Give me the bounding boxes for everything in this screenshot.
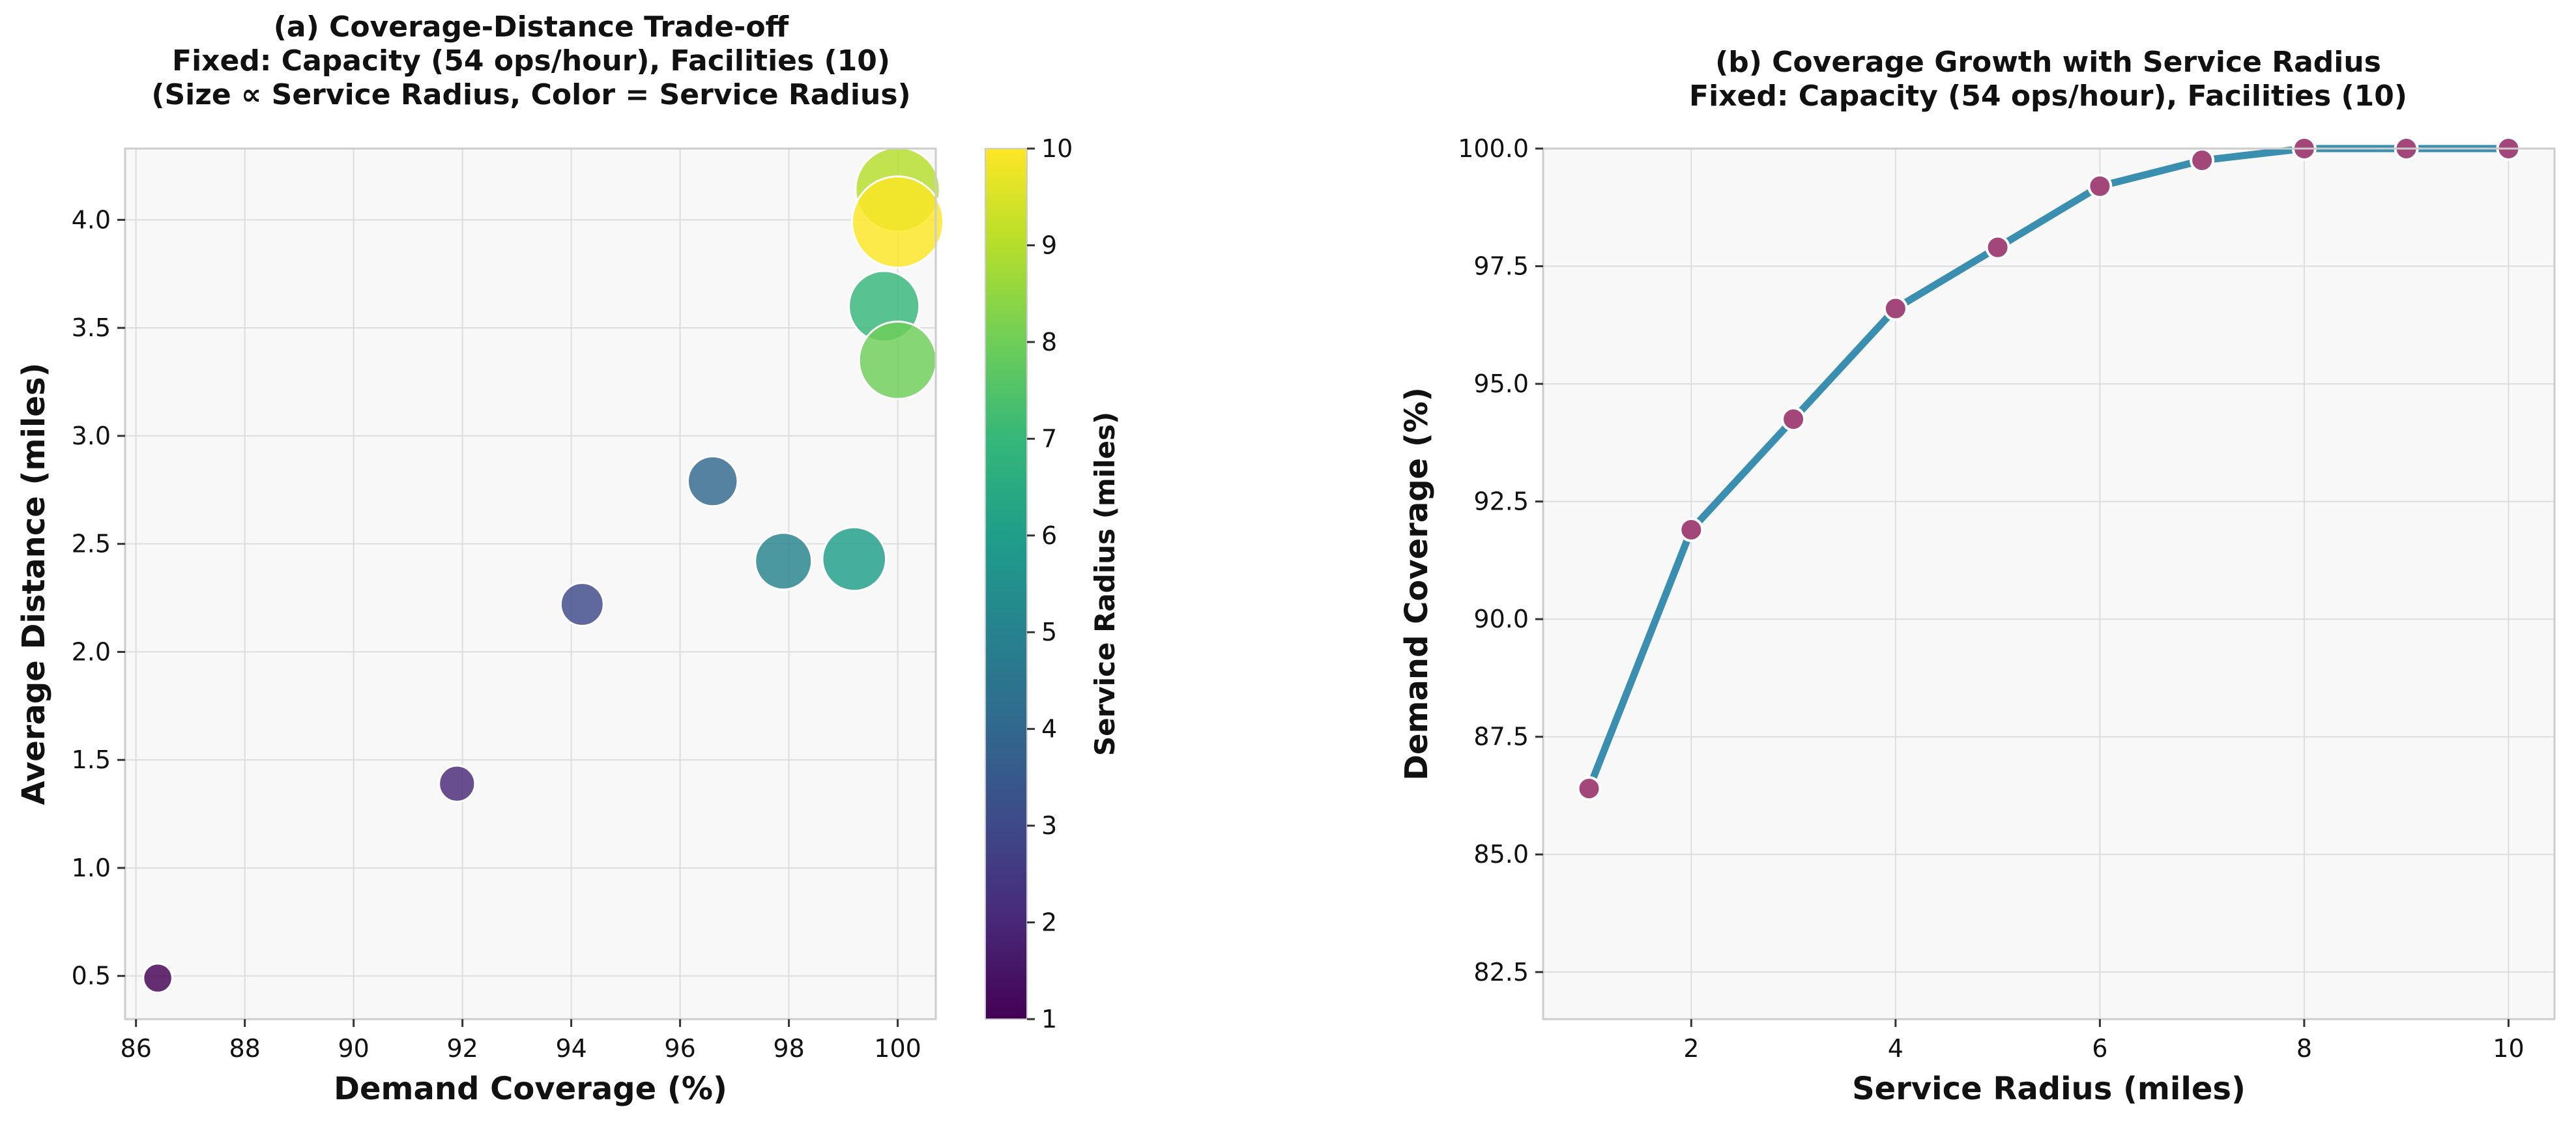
subplot-a-bubble (851, 175, 945, 269)
colorbar-tick-label: 1 (1041, 1005, 1057, 1033)
subplot-a-bubble (686, 455, 739, 508)
colorbar-tick-label: 9 (1041, 231, 1057, 259)
a-y-tick-label: 1.0 (72, 854, 111, 882)
b-x-tick-label: 6 (2092, 1034, 2107, 1063)
subplot-a-title-line-2: Fixed: Capacity (54 ops/hour), Facilitie… (172, 44, 890, 78)
colorbar-tick-label: 3 (1041, 811, 1057, 840)
colorbar-tick-label: 6 (1041, 521, 1057, 550)
subplot-a-x-axis-label: Demand Coverage (%) (334, 1071, 727, 1107)
colorbar-tick-label: 10 (1041, 134, 1073, 163)
a-x-tick-label: 94 (555, 1034, 586, 1063)
a-x-tick-label: 90 (338, 1034, 369, 1063)
b-y-tick-label: 100.0 (1458, 134, 1529, 163)
b-x-tick-label: 2 (1683, 1034, 1699, 1063)
subplot-b-markers (1576, 136, 2521, 801)
colorbar-label: Service Radius (miles) (1089, 412, 1121, 756)
colorbar-tick-label: 4 (1041, 715, 1057, 743)
b-y-tick-label: 92.5 (1473, 487, 1529, 516)
b-y-tick-label: 82.5 (1473, 958, 1529, 987)
subplot-a-plot-area (125, 149, 936, 1019)
a-y-tick-label: 4.0 (72, 205, 111, 234)
a-y-tick-label: 2.0 (72, 637, 111, 666)
subplot-a-title-line-3: (Size ∝ Service Radius, Color = Service … (151, 78, 910, 111)
b-y-tick-label: 97.5 (1473, 252, 1529, 281)
subplot-b-title-line-2: Fixed: Capacity (54 ops/hour), Facilitie… (1689, 79, 2407, 113)
a-x-tick-label: 92 (446, 1034, 478, 1063)
subplot-b-x-axis-label: Service Radius (miles) (1852, 1071, 2246, 1107)
a-x-tick-label: 100 (874, 1034, 921, 1063)
b-x-tick-label: 4 (1888, 1034, 1903, 1063)
subplot-b-marker (2190, 148, 2215, 173)
subplot-b-gridlines (1543, 148, 2554, 1019)
colorbar-ticks: 1 2 3 4 5 6 7 8 9 10 (1027, 134, 1073, 1033)
subplot-b-marker (1883, 296, 1908, 321)
a-x-tick-label: 96 (664, 1034, 695, 1063)
colorbar-tick-label: 2 (1041, 908, 1057, 937)
subplot-b-plot-area (1543, 149, 2554, 1019)
subplot-b-y-axis-label: Demand Coverage (%) (1398, 387, 1435, 781)
a-y-tick-label: 0.5 (72, 962, 111, 990)
b-y-tick-label: 95.0 (1473, 369, 1529, 398)
subplot-b: (b) Coverage Growth with Service Radius … (1398, 46, 2556, 1107)
a-y-tick-label: 3.0 (72, 422, 111, 450)
b-y-tick-label: 85.0 (1473, 840, 1529, 869)
subplot-a-bubble (821, 526, 888, 592)
subplot-b-marker (2087, 173, 2113, 199)
subplot-b-title-line-1: (b) Coverage Growth with Service Radius (1715, 46, 2381, 79)
subplot-a-bubble (142, 962, 173, 994)
a-y-tick-label: 1.5 (72, 745, 111, 774)
b-x-tick-label: 10 (2493, 1034, 2524, 1063)
subplot-b-y-ticks: 82.5 85.0 87.5 90.0 92.5 95.0 97.5 100.0 (1458, 134, 1543, 987)
subplot-b-marker (1679, 517, 1704, 542)
a-x-tick-label: 86 (121, 1034, 152, 1063)
subplot-b-frame (1542, 147, 2556, 1020)
subplot-a-y-ticks: 0.5 1.0 1.5 2.0 2.5 3.0 3.5 4.0 (72, 205, 125, 990)
colorbar-tick-label: 7 (1041, 424, 1057, 453)
subplot-a-bubble (559, 582, 605, 627)
b-y-tick-label: 90.0 (1473, 605, 1529, 633)
colorbar (985, 148, 1028, 1020)
colorbar-tick-label: 8 (1041, 328, 1057, 356)
a-y-tick-label: 3.5 (72, 313, 111, 342)
subplot-a-frame (124, 147, 937, 1020)
a-x-tick-label: 98 (773, 1034, 804, 1063)
subplot-b-x-ticks: 2 4 6 8 10 (1683, 1019, 2525, 1063)
subplot-a-bubble (438, 764, 476, 803)
subplot-a-bubbles (142, 146, 945, 994)
a-x-tick-label: 88 (229, 1034, 260, 1063)
subplot-a-bubble (858, 320, 938, 400)
subplot-a-title-line-1: (a) Coverage-Distance Trade-off (274, 10, 790, 44)
colorbar-tick-label: 5 (1041, 618, 1057, 646)
subplot-b-marker (1576, 776, 1602, 801)
subplot-a: (a) Coverage-Distance Trade-off Fixed: C… (16, 10, 1121, 1107)
b-y-tick-label: 87.5 (1473, 723, 1529, 751)
subplot-b-marker (1781, 407, 1806, 432)
a-y-tick-label: 2.5 (72, 530, 111, 558)
subplot-a-bubble (754, 532, 813, 591)
b-x-tick-label: 8 (2296, 1034, 2312, 1063)
subplot-a-y-axis-label: Average Distance (miles) (16, 363, 52, 805)
subplot-b-marker (1985, 235, 2010, 260)
subplot-a-x-ticks: 86 88 90 92 94 96 98 100 (121, 1019, 921, 1063)
